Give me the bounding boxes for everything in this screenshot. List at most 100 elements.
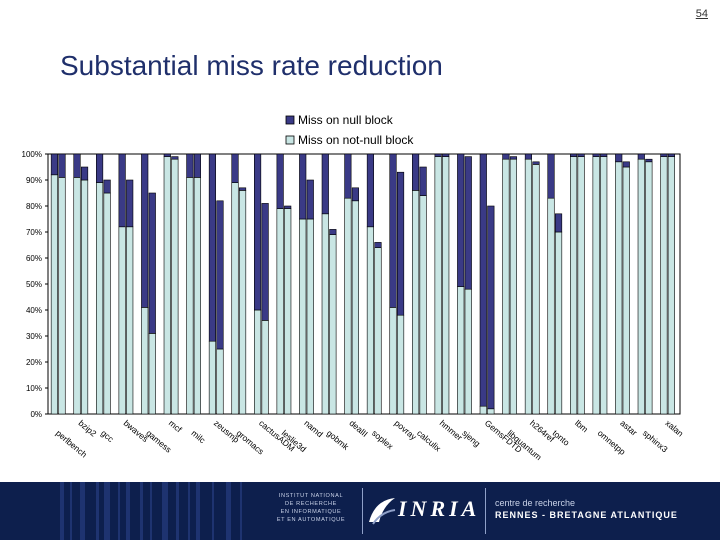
y-tick-label: 90% [26, 176, 42, 185]
bar-null [118, 153, 126, 228]
institute-line: ET EN AUTOMATIQUE [276, 517, 346, 523]
bar-not-null [254, 309, 262, 415]
bar-not-null [58, 177, 66, 415]
bar-not-null [193, 177, 201, 415]
bar-not-null [637, 158, 645, 415]
y-tick-label: 0% [30, 410, 42, 419]
x-tick-label: bwaves [122, 418, 151, 444]
bar-null [306, 179, 314, 220]
bar-not-null [344, 197, 352, 415]
bar-null [231, 153, 239, 183]
y-tick-label: 40% [26, 306, 42, 315]
bar-not-null [419, 195, 427, 415]
bar-null [509, 156, 517, 160]
bar-not-null [96, 182, 104, 415]
bar-not-null [457, 286, 465, 415]
bar-not-null [126, 226, 134, 415]
inria-logo [362, 488, 486, 534]
bar-null [80, 166, 89, 181]
legend-swatch [285, 115, 295, 125]
bar-not-null [554, 231, 563, 415]
inria-logo-text: INRIA [398, 496, 481, 521]
bar-not-null [216, 348, 224, 415]
bar-not-null [329, 234, 337, 415]
bar-not-null [412, 190, 420, 415]
bar-null [208, 153, 217, 342]
x-tick-label: tonto [551, 428, 572, 448]
y-tick-label: 70% [26, 228, 42, 237]
bar-not-null [396, 314, 405, 415]
bar-not-null [622, 166, 630, 415]
bar-null [163, 153, 171, 157]
bar-null [396, 171, 405, 316]
bar-null [622, 161, 630, 168]
bar-null [660, 153, 668, 157]
x-tick-label: gobmk [325, 428, 352, 453]
x-tick-label: gamess [144, 428, 173, 455]
bar-null [171, 156, 179, 160]
x-tick-label: sjeng [460, 428, 482, 449]
bar-not-null [141, 307, 149, 415]
bar-null [667, 153, 675, 157]
bar-not-null [570, 156, 578, 415]
x-tick-label: calculix [415, 428, 443, 454]
bar-not-null [186, 177, 194, 415]
bar-null [299, 153, 307, 220]
bar-null [366, 153, 375, 228]
bar-not-null [487, 408, 495, 415]
x-tick-label: gromacs [235, 428, 266, 457]
bar-not-null [524, 158, 533, 415]
x-tick-label: bzip2 [77, 418, 99, 439]
bar-null [148, 192, 156, 334]
bar-null [321, 153, 329, 215]
bar-null [276, 153, 284, 209]
institute-text: INSTITUT NATIONAL DE RECHERCHE EN INFORM… [266, 492, 356, 524]
bar-not-null [442, 156, 450, 415]
y-tick-label: 20% [26, 358, 42, 367]
y-tick-label: 80% [26, 202, 42, 211]
x-tick-label: perlbench [54, 428, 89, 460]
y-tick-label: 30% [26, 332, 42, 341]
bar-null [457, 153, 465, 287]
y-tick-label: 50% [26, 280, 42, 289]
x-tick-label: hmmer [438, 418, 465, 443]
chart: 0% 10% 20% 30% 40% 50% 60% 70% 80% 90% 100% Miss on… [0, 100, 720, 480]
bar-not-null [667, 156, 675, 415]
x-tick-label: namd [302, 418, 325, 440]
bar-null [532, 161, 540, 165]
bar-null [58, 153, 66, 178]
bar-not-null [284, 208, 292, 415]
bar-null [186, 153, 194, 178]
bar-not-null [261, 320, 269, 415]
bar-null [554, 213, 563, 233]
x-tick-label: mcf [167, 418, 184, 435]
x-tick-label: lbm [573, 418, 590, 434]
x-tick-label: gcc [99, 428, 116, 445]
bar-null [389, 153, 397, 308]
x-tick-label: h264ref [528, 418, 557, 445]
y-tick-label: 10% [26, 384, 42, 393]
bar-not-null [547, 197, 555, 415]
bar-null [238, 187, 247, 191]
bar-null [570, 153, 578, 157]
institute-line: DE RECHERCHE [285, 501, 337, 507]
x-tick-label: omnetpp [596, 428, 628, 457]
bar-null [216, 200, 224, 350]
bar-not-null [276, 208, 284, 415]
bar-null [261, 203, 269, 321]
bar-null [442, 153, 450, 157]
bar-null [600, 153, 608, 157]
bar-not-null [163, 156, 171, 415]
bar-null [615, 153, 623, 163]
bar-not-null [366, 226, 375, 415]
y-tick-label: 60% [26, 254, 42, 263]
bar-null [96, 153, 104, 183]
x-tick-label: dealII [347, 418, 369, 439]
bar-null [502, 153, 510, 160]
bar-not-null [577, 156, 585, 415]
x-tick-label: povray [393, 418, 420, 443]
bar-not-null [600, 156, 608, 415]
bar-null [412, 153, 420, 191]
bar-not-null [50, 174, 59, 415]
bar-null [344, 153, 352, 199]
